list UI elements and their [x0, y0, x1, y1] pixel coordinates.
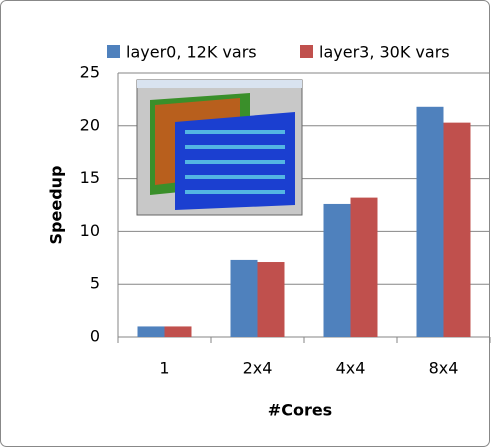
bar: [417, 107, 444, 337]
bar: [165, 326, 192, 337]
y-tick-label: 25: [80, 63, 100, 82]
bar: [351, 198, 378, 337]
x-tick-label: 1: [159, 359, 169, 378]
chart-border: [1, 1, 490, 447]
bar: [258, 262, 285, 337]
y-tick-label: 5: [90, 274, 100, 293]
legend-swatch: [300, 45, 313, 58]
chart: Speedup #Cores 0 5 10 15 20 25 1 2x4 4x4 8x4 laye…: [0, 0, 491, 448]
y-tick-label: 10: [80, 221, 100, 240]
y-tick-label: 15: [80, 168, 100, 187]
inset-image: [137, 80, 302, 215]
x-axis-label: #Cores: [268, 401, 332, 420]
y-tick-label: 20: [80, 115, 100, 134]
legend-label: layer3, 30K vars: [319, 43, 450, 62]
legend-swatch: [107, 45, 120, 58]
x-tick-label: 8x4: [429, 359, 459, 378]
bar: [324, 204, 351, 337]
y-axis-label: Speedup: [47, 166, 66, 245]
x-tick-label: 4x4: [336, 359, 366, 378]
bar: [138, 326, 165, 337]
x-tick-label: 2x4: [243, 359, 273, 378]
bar: [231, 260, 258, 337]
legend-label: layer0, 12K vars: [126, 43, 257, 62]
y-tick-label: 0: [90, 327, 100, 346]
bar: [444, 123, 471, 337]
